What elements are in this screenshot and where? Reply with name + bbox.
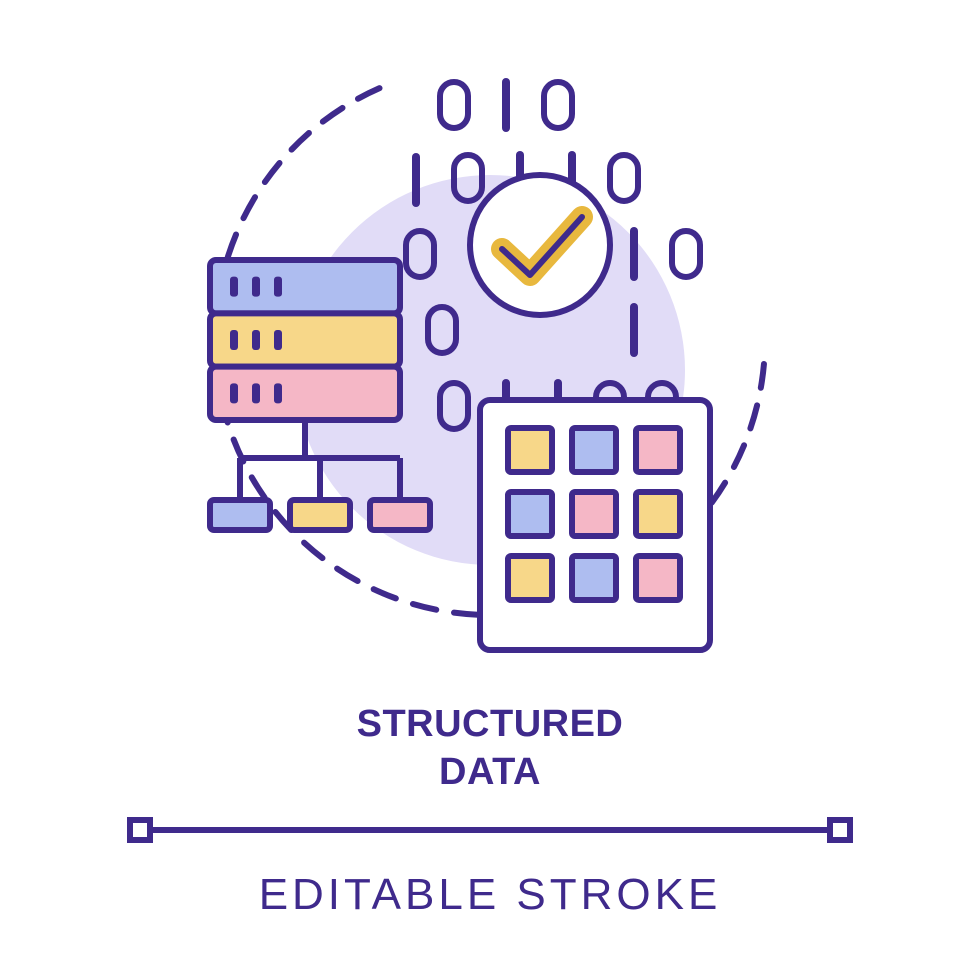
subtitle-label: EDITABLE STROKE (0, 870, 980, 920)
title-line-2: DATA (0, 748, 980, 796)
structured-data-illustration (0, 0, 980, 980)
main-title: STRUCTURED DATA (0, 700, 980, 796)
title-line-1: STRUCTURED (0, 700, 980, 748)
infographic-stage: STRUCTURED DATA EDITABLE STROKE (0, 0, 980, 980)
